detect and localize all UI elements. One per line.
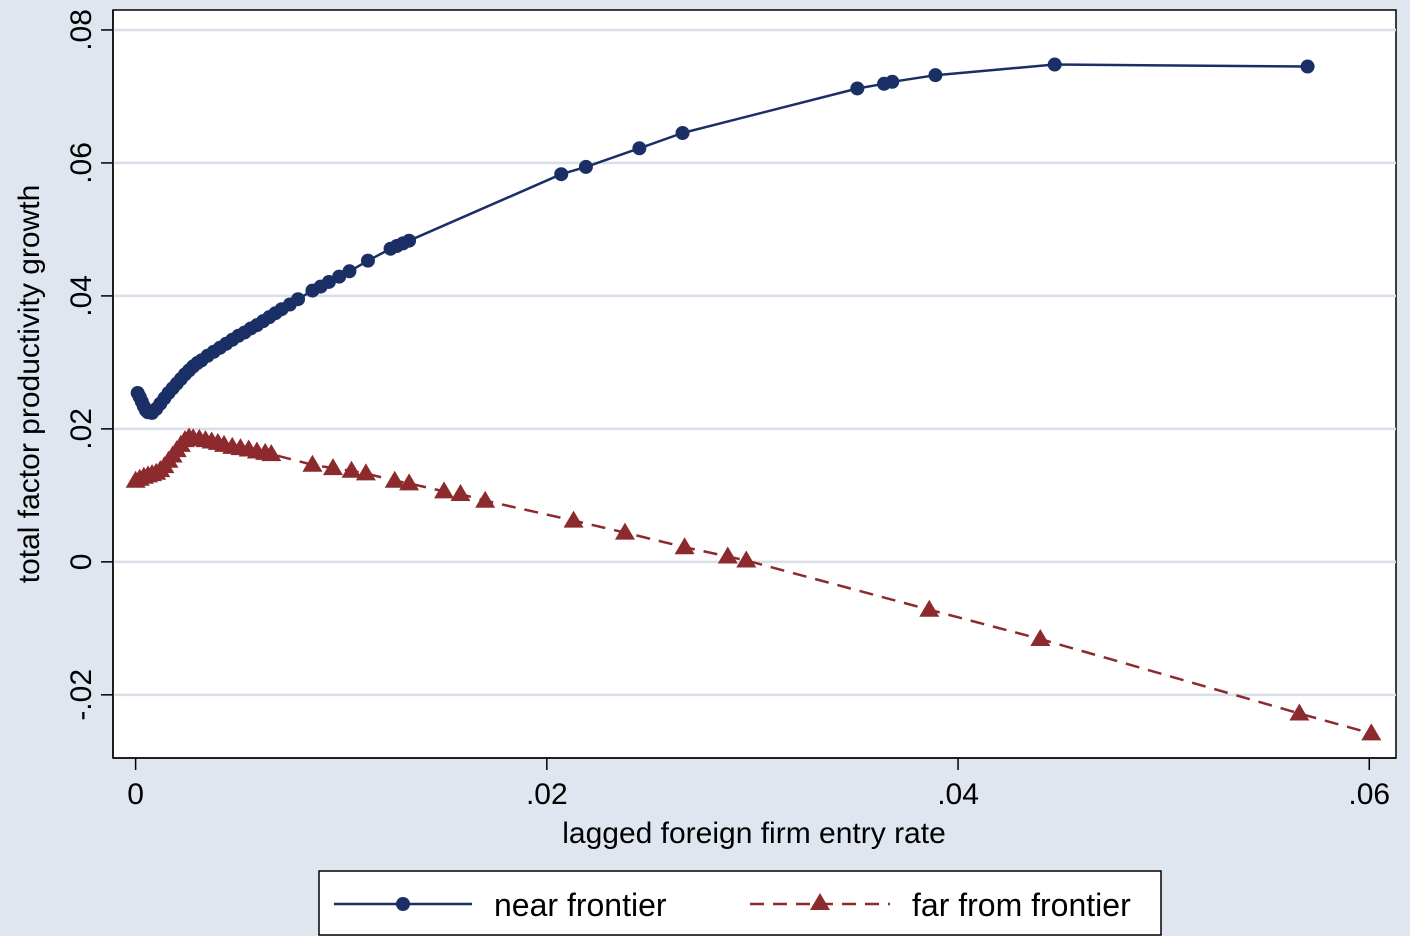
x-tick-label: .06 <box>1348 778 1390 811</box>
ticks: -.02 0 .02 .04 .06 .08 0 .02 .04 .06 <box>65 9 1390 811</box>
x-tick-label: .04 <box>937 778 979 811</box>
data-point <box>885 74 900 89</box>
y-tick-label: .02 <box>65 408 98 450</box>
data-point <box>632 141 647 156</box>
data-point <box>332 269 347 284</box>
data-point <box>614 522 635 540</box>
x-tick-label: .02 <box>526 778 568 811</box>
data-point <box>1300 59 1315 74</box>
data-point <box>675 126 690 141</box>
data-point <box>850 81 865 96</box>
legend-label-near-frontier: near frontier <box>494 887 667 923</box>
data-point <box>578 159 593 174</box>
data-point <box>928 68 943 83</box>
legend-marker-far-from-frontier <box>810 893 830 910</box>
data-point <box>736 550 757 568</box>
data-point <box>341 460 362 478</box>
y-tick-label: .08 <box>65 9 98 51</box>
data-point <box>475 490 496 508</box>
legend: near frontier far from frontier <box>318 870 1162 936</box>
legend-label-far-from-frontier: far from frontier <box>912 887 1131 923</box>
plot-area <box>112 9 1397 759</box>
grid-lines <box>113 28 1396 697</box>
data-point <box>355 463 376 481</box>
legend-marker-near-frontier <box>396 897 410 911</box>
series-layer <box>125 57 1382 741</box>
data-point <box>450 484 471 502</box>
data-point <box>342 264 357 279</box>
x-tick-label: 0 <box>127 778 144 811</box>
data-point <box>717 546 738 564</box>
y-tick-label: 0 <box>65 554 98 571</box>
data-point <box>919 599 940 617</box>
data-point <box>384 470 405 488</box>
data-point <box>261 444 282 462</box>
y-tick-label: -.02 <box>65 669 98 721</box>
data-point <box>563 510 584 528</box>
data-point <box>1047 57 1062 72</box>
y-tick-label: .06 <box>65 142 98 184</box>
x-axis-title: lagged foreign firm entry rate <box>562 817 946 850</box>
data-point <box>674 537 695 555</box>
data-point <box>1361 723 1382 741</box>
data-point <box>554 167 569 182</box>
data-point <box>434 481 455 499</box>
data-point <box>302 454 323 472</box>
data-point <box>323 458 344 476</box>
data-point <box>402 233 417 248</box>
y-tick-label: .04 <box>65 275 98 317</box>
data-point <box>321 274 336 289</box>
y-axis-title: total factor productivity growth <box>13 185 46 584</box>
axes <box>112 10 1396 759</box>
data-point <box>360 253 375 268</box>
data-point <box>1030 628 1051 646</box>
data-point <box>399 473 420 491</box>
data-point <box>291 292 306 307</box>
data-point <box>1289 703 1310 721</box>
